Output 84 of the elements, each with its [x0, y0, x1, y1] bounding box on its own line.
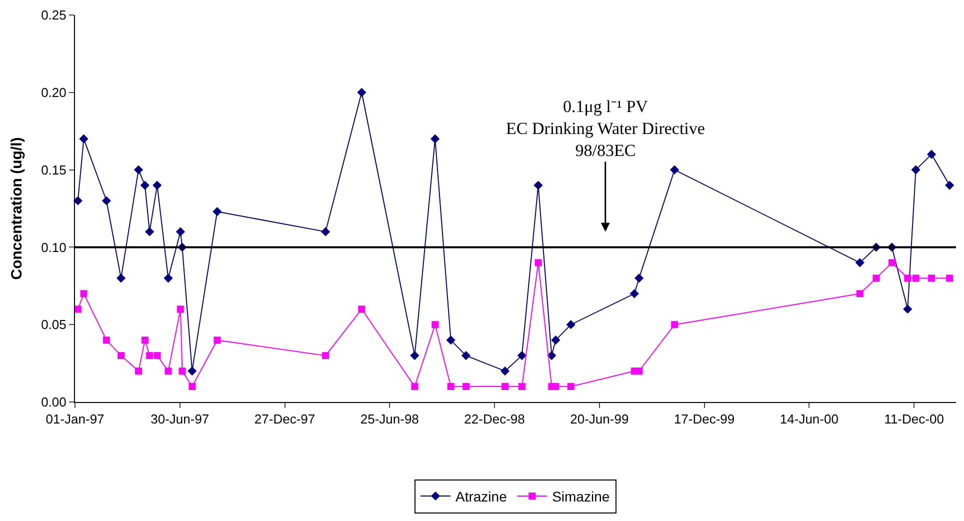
point	[903, 304, 912, 314]
x-tick-label: 14-Jun-00	[780, 412, 838, 427]
point	[74, 306, 82, 313]
point	[630, 289, 639, 298]
point	[322, 352, 330, 360]
point	[446, 336, 456, 345]
point	[188, 383, 196, 390]
point	[462, 383, 470, 390]
legend-label: Simazine	[552, 488, 610, 504]
point	[188, 366, 197, 376]
point	[321, 227, 330, 236]
point	[634, 274, 644, 283]
x-tick-label: 11-Dec-00	[884, 412, 944, 427]
point	[551, 336, 560, 345]
point	[358, 306, 366, 313]
point	[102, 336, 110, 344]
point	[856, 290, 864, 298]
point	[946, 274, 954, 282]
point	[534, 259, 542, 266]
point	[855, 258, 864, 268]
point	[164, 368, 172, 375]
point	[461, 351, 471, 360]
y-tick-label: 0.00	[41, 394, 66, 410]
x-tick-label: 01-Jan-97	[46, 412, 104, 427]
point	[517, 351, 526, 360]
point	[178, 368, 186, 375]
x-tick-label: 30-Jun-97	[150, 412, 210, 427]
point	[141, 336, 148, 344]
point	[500, 366, 510, 376]
point	[146, 352, 154, 360]
point	[176, 227, 186, 236]
point	[80, 290, 88, 298]
point	[671, 321, 678, 328]
point	[911, 165, 920, 174]
y-tick-label: 0.15	[41, 162, 66, 178]
point	[430, 134, 440, 144]
point	[926, 150, 936, 159]
point	[547, 351, 556, 360]
point	[73, 196, 82, 206]
y-tick-label: 0.20	[41, 84, 66, 100]
point	[152, 180, 162, 190]
y-tick-label: 0.10	[41, 240, 66, 255]
y-axis-title: Concentration (ug/l)	[8, 137, 26, 280]
point	[145, 227, 154, 236]
point	[636, 368, 643, 375]
point	[135, 368, 142, 375]
y-tick-label: 0.05	[41, 317, 66, 332]
point	[116, 274, 126, 283]
point	[566, 320, 576, 330]
point	[670, 165, 680, 174]
point	[945, 180, 954, 190]
point	[502, 383, 509, 390]
x-tick-label: 20-Jun-99	[570, 412, 629, 427]
point	[912, 274, 920, 282]
x-tick-label: 27-Dec-97	[254, 412, 316, 427]
x-tick-label: 22-Dec-98	[464, 412, 525, 427]
point	[79, 134, 88, 144]
point	[410, 351, 420, 360]
y-tick-label: 0.25	[41, 8, 66, 23]
point	[432, 321, 439, 328]
point	[552, 383, 560, 390]
point	[214, 336, 221, 344]
point	[872, 274, 880, 282]
point	[888, 259, 896, 266]
point	[102, 196, 112, 206]
point	[154, 352, 161, 360]
point	[212, 207, 222, 216]
point	[357, 88, 366, 97]
point	[411, 383, 418, 390]
point	[447, 383, 454, 390]
point	[567, 383, 574, 390]
legend-label: Atrazine	[456, 488, 508, 504]
point	[118, 352, 125, 360]
x-tick-label: 17-Dec-99	[674, 412, 735, 427]
point	[904, 274, 912, 282]
point	[176, 306, 184, 313]
annotation: 0.1μg l⁻¹ PV EC Drinking Water Directive 98/83EC	[506, 97, 705, 160]
point	[134, 165, 144, 174]
point	[534, 180, 543, 190]
point	[518, 383, 526, 390]
point	[928, 274, 936, 282]
point	[164, 274, 173, 283]
point	[140, 180, 150, 190]
x-tick-label: 25-Jun-98	[360, 412, 419, 427]
